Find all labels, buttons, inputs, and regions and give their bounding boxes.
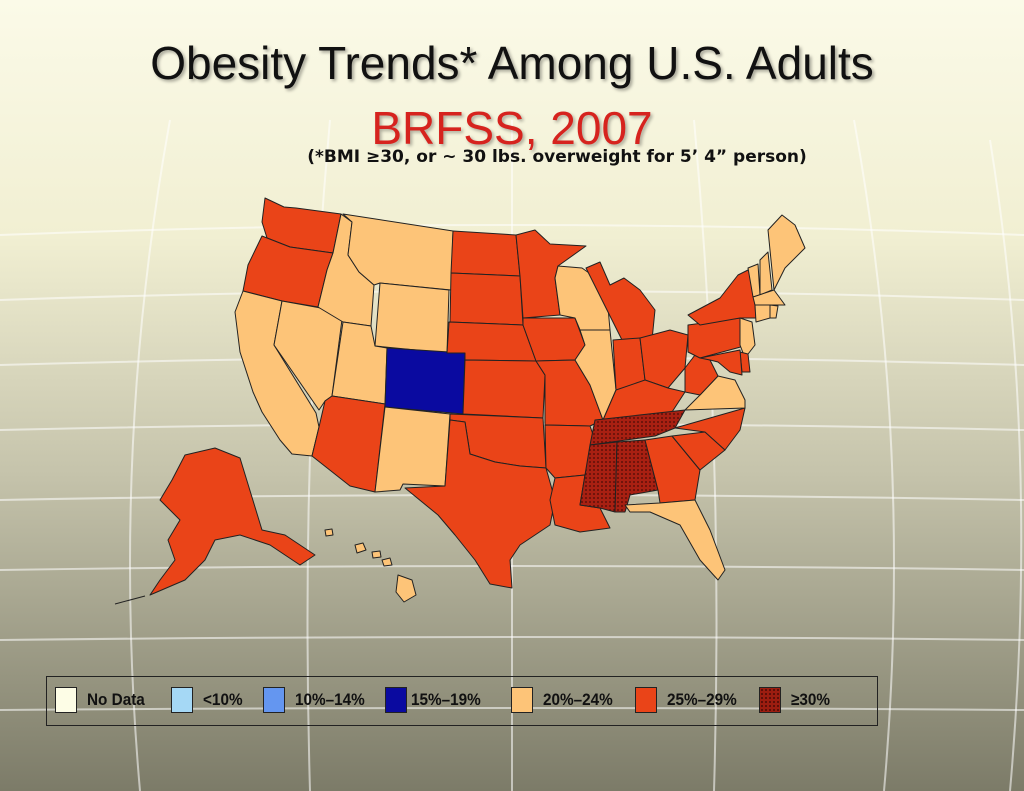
state-new-hampshire	[759, 251, 773, 296]
state-hawaii	[324, 528, 417, 603]
legend-swatch	[635, 687, 657, 713]
state-kansas	[462, 359, 546, 419]
legend-label: 15%–19%	[411, 690, 481, 709]
legend-label: 10%–14%	[295, 690, 365, 709]
state-maine	[767, 214, 806, 291]
state-north-dakota	[450, 230, 521, 277]
legend-label: 25%–29%	[667, 690, 737, 709]
state-south-dakota	[449, 272, 524, 326]
legend-swatch	[263, 687, 285, 713]
state-massachusetts	[752, 289, 786, 306]
state-colorado	[384, 347, 466, 415]
state-illinois	[574, 329, 617, 421]
state-arizona	[311, 395, 386, 493]
state-alaska	[149, 447, 316, 596]
state-connecticut	[754, 304, 771, 323]
state-new-mexico	[374, 406, 451, 493]
state-texas	[404, 419, 556, 589]
state-rhode-island	[769, 304, 779, 319]
legend-swatch	[759, 687, 781, 713]
state-north-carolina	[674, 407, 746, 451]
legend-swatch	[55, 687, 77, 713]
state-new-york	[687, 267, 757, 326]
page-title: Obesity Trends* Among U.S. Adults	[150, 37, 874, 89]
legend-label: 20%–24%	[543, 690, 613, 709]
state-maryland	[699, 349, 743, 376]
state-ohio	[639, 329, 689, 389]
legend-label: No Data	[87, 690, 145, 709]
state-wyoming	[374, 282, 450, 354]
state-new-jersey	[739, 317, 756, 359]
state-tennessee	[589, 409, 686, 446]
legend-label: <10%	[203, 690, 243, 709]
page-subtitle: BRFSS, 2007	[371, 102, 653, 154]
state-florida	[624, 499, 726, 581]
legend: No Data <10% 10%–14% 15%–19% 20%–24% 25%…	[46, 676, 878, 726]
footnote: (*BMI ≥30, or ~ 30 lbs. overweight for 5…	[307, 147, 807, 167]
legend-swatch	[511, 687, 533, 713]
legend-label: ≥30%	[791, 690, 831, 709]
legend-swatch	[385, 687, 407, 713]
legend-swatch	[171, 687, 193, 713]
